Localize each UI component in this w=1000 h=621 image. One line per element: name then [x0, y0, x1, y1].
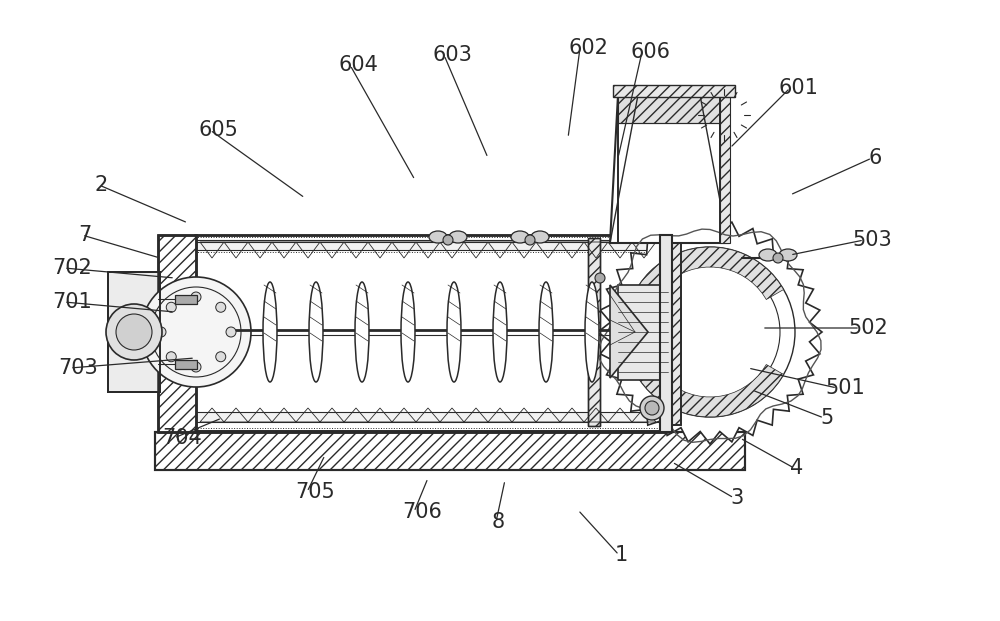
Ellipse shape	[447, 282, 461, 382]
Text: 604: 604	[338, 55, 378, 75]
Bar	[720, 95, 730, 243]
Polygon shape	[610, 285, 648, 378]
Circle shape	[166, 351, 176, 362]
Bar	[666, 240, 681, 425]
Polygon shape	[636, 247, 784, 299]
Text: 603: 603	[432, 45, 472, 65]
Bar	[618, 285, 668, 380]
Bar	[588, 238, 600, 426]
Circle shape	[156, 327, 166, 337]
Text: 706: 706	[402, 502, 442, 522]
Text: 704: 704	[162, 428, 202, 448]
Text: 601: 601	[778, 78, 818, 98]
Text: 503: 503	[852, 230, 892, 250]
Text: 705: 705	[295, 482, 335, 502]
Bar	[660, 235, 672, 432]
Text: 2: 2	[95, 175, 108, 195]
Ellipse shape	[429, 231, 447, 243]
Text: 1: 1	[615, 545, 628, 565]
Ellipse shape	[263, 282, 277, 382]
Bar	[155, 432, 745, 470]
Circle shape	[443, 235, 453, 245]
Text: 501: 501	[825, 378, 865, 398]
Circle shape	[216, 351, 226, 362]
Bar	[195, 412, 670, 422]
Text: 605: 605	[198, 120, 238, 140]
Circle shape	[625, 247, 795, 417]
Ellipse shape	[539, 282, 553, 382]
Circle shape	[216, 302, 226, 312]
Ellipse shape	[759, 249, 777, 261]
Ellipse shape	[309, 282, 323, 382]
Circle shape	[166, 302, 176, 312]
Bar	[108, 272, 160, 392]
Bar	[588, 238, 600, 426]
Circle shape	[116, 314, 152, 350]
Text: 702: 702	[52, 258, 92, 278]
Ellipse shape	[779, 249, 797, 261]
Polygon shape	[610, 95, 728, 243]
Text: 502: 502	[848, 318, 888, 338]
Text: 4: 4	[790, 458, 803, 478]
Bar	[158, 235, 196, 432]
Polygon shape	[618, 95, 720, 123]
Ellipse shape	[401, 282, 415, 382]
Text: 7: 7	[78, 225, 91, 245]
Circle shape	[595, 273, 605, 283]
Ellipse shape	[493, 282, 507, 382]
Bar	[195, 240, 670, 250]
Bar	[158, 235, 196, 432]
Text: 701: 701	[52, 292, 92, 312]
Text: 6: 6	[868, 148, 881, 168]
Circle shape	[141, 277, 251, 387]
Bar	[155, 432, 745, 470]
Bar	[666, 240, 681, 425]
Ellipse shape	[511, 231, 529, 243]
Circle shape	[191, 362, 201, 372]
Bar	[175, 295, 197, 304]
Bar	[175, 360, 197, 369]
Text: 5: 5	[820, 408, 833, 428]
Circle shape	[525, 235, 535, 245]
Circle shape	[773, 253, 783, 263]
Ellipse shape	[585, 282, 599, 382]
Text: 703: 703	[58, 358, 98, 378]
Text: 8: 8	[492, 512, 505, 532]
Ellipse shape	[449, 231, 467, 243]
Circle shape	[640, 396, 664, 420]
Ellipse shape	[531, 231, 549, 243]
Text: 3: 3	[730, 488, 743, 508]
Bar	[195, 235, 670, 432]
Circle shape	[645, 401, 659, 415]
Bar	[108, 272, 160, 392]
Circle shape	[191, 292, 201, 302]
Polygon shape	[636, 365, 784, 417]
Bar	[613, 85, 735, 97]
Text: 606: 606	[630, 42, 670, 62]
Text: 602: 602	[568, 38, 608, 58]
Polygon shape	[598, 220, 822, 444]
Ellipse shape	[355, 282, 369, 382]
Circle shape	[226, 327, 236, 337]
Circle shape	[106, 304, 162, 360]
